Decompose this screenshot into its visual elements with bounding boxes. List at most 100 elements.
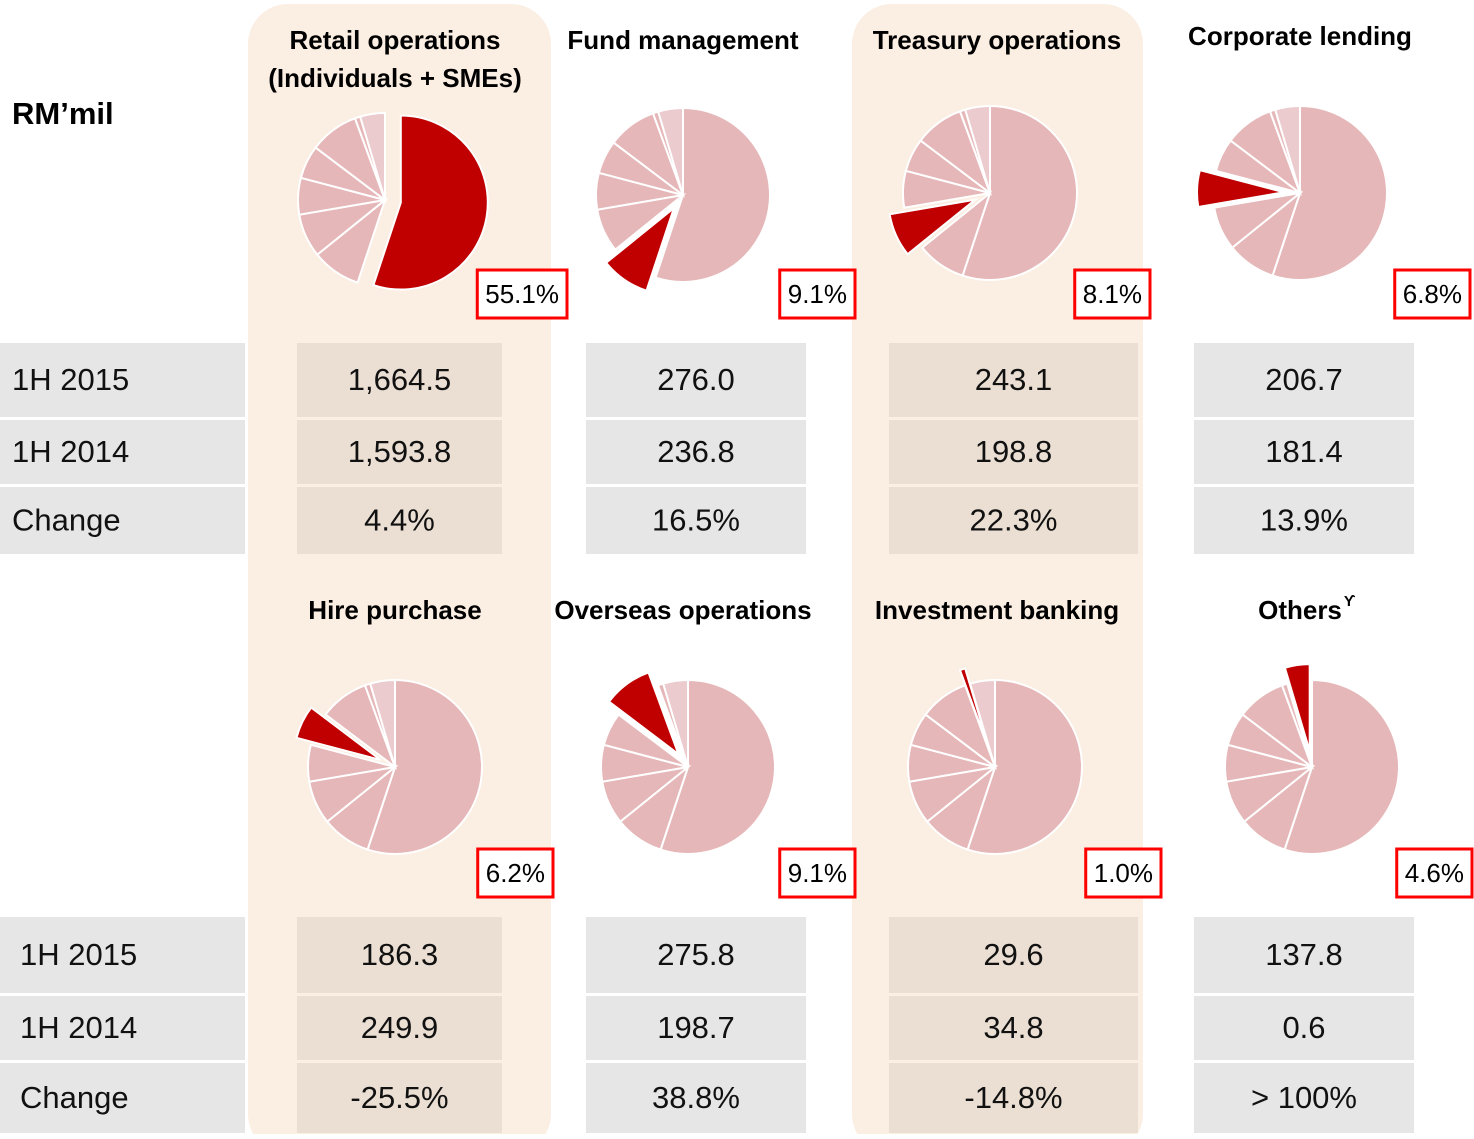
segment-title: Fund management — [567, 25, 798, 55]
segment-title: (Individuals + SMEs) — [268, 63, 522, 93]
cell-value: 236.8 — [657, 434, 735, 469]
cell-value: -14.8% — [964, 1080, 1062, 1115]
table-cell — [889, 996, 1138, 1060]
cell-value: 1,593.8 — [348, 434, 451, 469]
highlight-column — [248, 4, 551, 1139]
share-label: 1.0% — [1094, 858, 1153, 888]
share-box — [1395, 847, 1474, 899]
pie-slice-highlight — [888, 197, 980, 256]
cell-value: 29.6 — [983, 937, 1043, 972]
row-label: 1H 2014 — [20, 1010, 137, 1045]
cell-value: 206.7 — [1265, 362, 1343, 397]
cell-value: 186.3 — [361, 937, 439, 972]
cell-value: 34.8 — [983, 1010, 1043, 1045]
pie-slice — [966, 678, 1083, 855]
table-cell — [889, 487, 1138, 554]
pie-slice-highlight — [372, 114, 489, 291]
share-label: 9.1% — [788, 858, 847, 888]
table-cell — [1194, 343, 1414, 417]
share-label: 4.6% — [1405, 858, 1464, 888]
pie-slice-highlight — [1196, 168, 1285, 209]
pie-slice — [1213, 191, 1304, 250]
table-cell — [297, 917, 502, 993]
segment-title: Treasury operations — [873, 25, 1122, 55]
table-cell — [586, 487, 806, 554]
unit-label: RM’mil — [12, 96, 114, 131]
cell-value: 22.3% — [970, 503, 1058, 538]
highlight-column — [852, 4, 1143, 1139]
share-box — [476, 847, 555, 899]
pie-slice — [602, 713, 689, 768]
cell-value: 275.8 — [657, 937, 735, 972]
cell-value: 137.8 — [1265, 937, 1343, 972]
segment-title: Hire purchase — [308, 595, 481, 625]
pie-slice-highlight — [604, 205, 676, 292]
row-label: 1H 2015 — [12, 362, 129, 397]
pie-slice — [1271, 104, 1388, 281]
share-label: 8.1% — [1083, 279, 1142, 309]
share-box — [778, 847, 857, 899]
row-label: 1H 2014 — [12, 434, 129, 469]
cell-value: -25.5% — [350, 1080, 448, 1115]
cell-value: > 100% — [1251, 1080, 1357, 1115]
row-label-cell — [0, 343, 245, 417]
row-label-cell — [0, 917, 245, 993]
row-label-cell — [0, 420, 245, 484]
pie-slice — [654, 106, 771, 283]
table-cell — [889, 1063, 1138, 1133]
row-label: Change — [12, 503, 121, 538]
cell-value: 249.9 — [361, 1010, 439, 1045]
table-cell — [889, 343, 1138, 417]
table-cell — [586, 917, 806, 993]
table-cell — [1194, 420, 1414, 484]
segment-title: Overseas operations — [554, 595, 811, 625]
pie-slice-highlight — [295, 706, 382, 761]
pie-slice-highlight — [1283, 663, 1311, 752]
title-note: ϒ — [1344, 593, 1356, 610]
pie-slice — [656, 106, 684, 196]
table-cell — [297, 1063, 502, 1133]
pie-slice — [1273, 104, 1301, 194]
cell-value: 4.4% — [364, 503, 435, 538]
pie-slice — [661, 678, 689, 768]
share-label: 9.1% — [788, 279, 847, 309]
table-cell — [1194, 996, 1414, 1060]
table-cell — [586, 996, 806, 1060]
pie-slice — [961, 104, 1078, 281]
share-label: 6.2% — [486, 858, 545, 888]
pie-slice — [920, 190, 993, 277]
cell-value: 276.0 — [657, 362, 735, 397]
segment-title: Corporate lending — [1188, 21, 1412, 51]
row-label: 1H 2015 — [20, 937, 137, 972]
table-cell — [1194, 1063, 1414, 1133]
pie-slice — [307, 743, 396, 783]
table-cell — [297, 487, 502, 554]
share-label: 6.8% — [1403, 279, 1462, 309]
segment-title: Investment banking — [875, 595, 1119, 625]
share-box — [475, 268, 569, 320]
table-cell — [1194, 917, 1414, 993]
cell-value: 243.1 — [975, 362, 1053, 397]
table-cell — [586, 420, 806, 484]
table-cell — [889, 917, 1138, 993]
table-cell — [1194, 487, 1414, 554]
segment-title: Retail operations — [290, 25, 501, 55]
pie-slice — [358, 111, 386, 201]
pie-slice — [963, 104, 991, 194]
row-label-cell — [0, 996, 245, 1060]
table-cell — [889, 420, 1138, 484]
pie-slice — [1280, 682, 1313, 768]
table-cell — [297, 420, 502, 484]
share-box — [1084, 847, 1163, 899]
share-box — [1073, 268, 1152, 320]
cell-value: 198.7 — [657, 1010, 735, 1045]
row-label-cell — [0, 1063, 245, 1133]
row-label: Change — [20, 1080, 129, 1115]
pie-slice — [1283, 678, 1400, 855]
cell-value: 38.8% — [652, 1080, 740, 1115]
cell-value: 13.9% — [1260, 503, 1348, 538]
cell-value: 181.4 — [1265, 434, 1343, 469]
row-label-cell — [0, 487, 245, 554]
